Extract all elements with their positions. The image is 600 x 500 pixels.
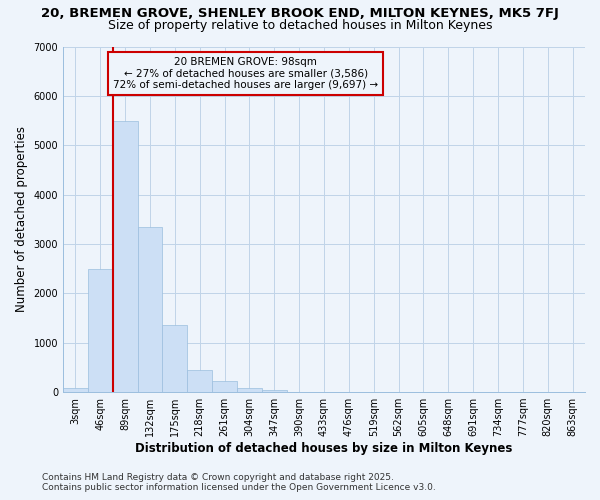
Text: Contains HM Land Registry data © Crown copyright and database right 2025.
Contai: Contains HM Land Registry data © Crown c… (42, 473, 436, 492)
Bar (187, 370, 212, 392)
Bar (137, 226, 163, 392)
Text: Size of property relative to detached houses in Milton Keynes: Size of property relative to detached ho… (108, 18, 492, 32)
Bar (163, 326, 187, 392)
Bar (212, 380, 237, 392)
Bar (113, 120, 137, 392)
Y-axis label: Number of detached properties: Number of detached properties (15, 126, 28, 312)
Text: 20, BREMEN GROVE, SHENLEY BROOK END, MILTON KEYNES, MK5 7FJ: 20, BREMEN GROVE, SHENLEY BROOK END, MIL… (41, 8, 559, 20)
Bar (88, 268, 113, 392)
Bar (63, 388, 88, 392)
Bar (237, 388, 262, 392)
Text: 20 BREMEN GROVE: 98sqm
← 27% of detached houses are smaller (3,586)
72% of semi-: 20 BREMEN GROVE: 98sqm ← 27% of detached… (113, 57, 378, 90)
X-axis label: Distribution of detached houses by size in Milton Keynes: Distribution of detached houses by size … (136, 442, 513, 455)
Bar (262, 390, 287, 392)
